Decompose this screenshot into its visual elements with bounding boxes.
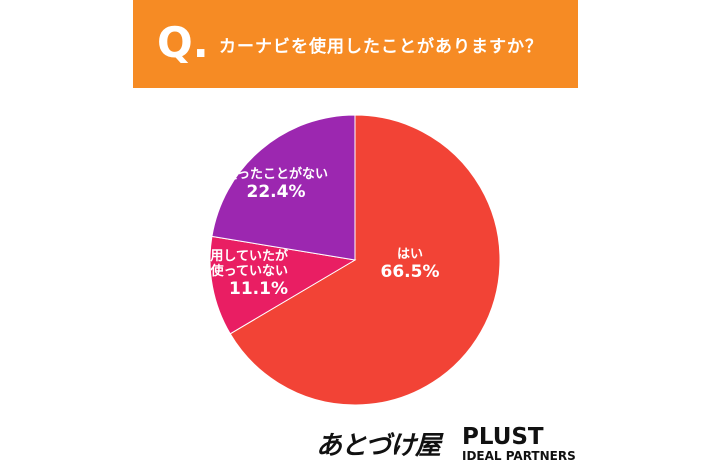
- chart-title: カーナビを使用したことがありますか？: [219, 37, 543, 57]
- category-label: はい: [396, 247, 423, 262]
- slice-label: はい 66.5%: [370, 247, 450, 282]
- slice-label: 以前は使用していたが今は使っていない 11.1%: [152, 249, 288, 299]
- pie-slice: [211, 114, 356, 261]
- question-mark: Q.: [157, 18, 209, 67]
- value-label: 66.5%: [380, 261, 440, 282]
- value-label: 22.4%: [246, 181, 306, 202]
- slice-label: 使ったことがない 22.4%: [218, 167, 334, 202]
- category-label: 使ったことがない: [223, 167, 328, 182]
- category-label: 以前は使用していたが今は使っていない: [158, 249, 288, 279]
- partner-logo: PLUST: [462, 424, 544, 450]
- brand-logo: あとづけ屋: [316, 431, 441, 461]
- value-label: 11.1%: [229, 278, 288, 299]
- partner-subtitle: IDEAL PARTNERS: [462, 449, 576, 463]
- pie-slice: [209, 235, 357, 335]
- header: Q. カーナビを使用したことがありますか？: [133, 0, 578, 88]
- pie-slice: [229, 114, 501, 406]
